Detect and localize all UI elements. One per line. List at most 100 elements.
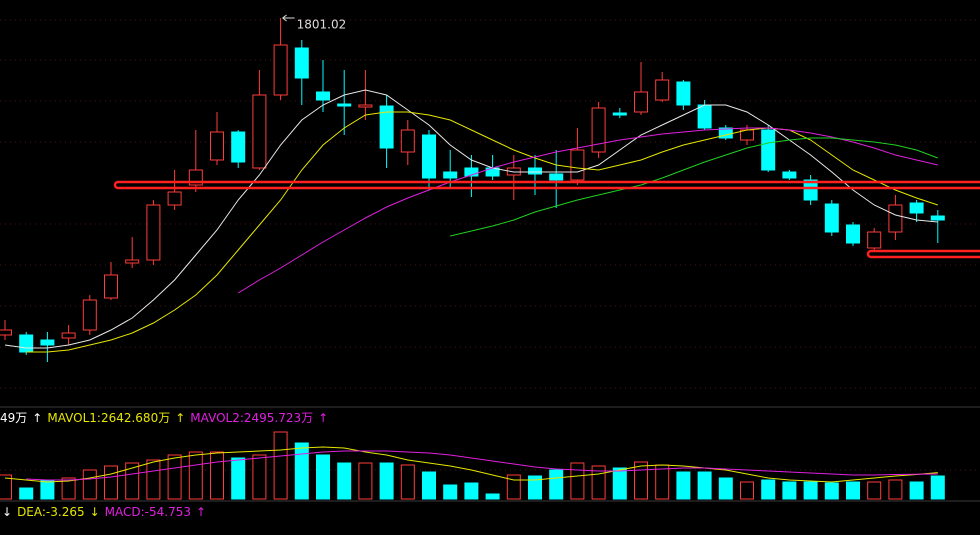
volume-bar [231,457,246,500]
candle-body [930,215,945,221]
candle-body [400,129,415,153]
legend-text: 49万 [0,411,27,425]
volume-bar [19,487,34,500]
candle-body [273,44,288,96]
volume-bar [104,465,118,500]
volume-bar [40,479,55,500]
candle-body [358,104,373,108]
volume-bar [803,481,818,500]
high-label: 1801.02 [297,17,347,31]
candle-body [888,204,903,233]
volume-bar [146,459,161,500]
volume-bar [740,481,754,500]
candle-body [0,329,12,336]
candle-body [761,129,776,171]
volume-bar [846,481,860,500]
volume-bar [125,462,140,500]
candle-body [252,94,267,169]
candle-body [909,202,924,214]
ma-line [4,446,938,483]
volume-bar [422,471,436,500]
volume-bar [909,481,924,500]
volume-bar [188,451,203,500]
volume-panel [0,431,945,500]
candle-body [337,103,352,107]
candle-body [146,204,161,261]
volume-bar [570,462,585,500]
legend-text: ↑ [318,411,328,425]
candle-body [379,105,394,149]
volume-bar [634,461,648,500]
volume-bar [528,475,542,500]
macd-legend: ↓ DEA:-3.265 ↓ MACD:-54.753 ↑ [2,505,206,519]
volume-bar [761,479,776,500]
ma-line [450,137,938,237]
candle-body [824,203,839,233]
candle-body [125,259,140,264]
candle-body [422,134,436,179]
volume-bar [294,442,309,500]
legend-text: DEA:-3.265 [17,505,85,519]
candle-body [570,149,585,181]
candle-body [231,131,246,163]
volume-bar [888,479,903,500]
candle-body [591,107,606,153]
candle-body [803,179,818,201]
ma-line [4,89,938,349]
grid [0,19,980,471]
high-arrow [282,14,295,22]
volume-bar [549,469,564,500]
volume-bar [273,431,288,500]
volume-bar [61,477,76,500]
volume-bar [697,471,712,500]
legend-text: ↑ [175,411,185,425]
legend-text: ↓ [2,505,12,519]
candle-body [549,173,564,181]
candle-body [676,81,691,106]
volume-bar [612,467,627,500]
volume-bar [443,484,458,500]
candle-body [104,274,118,299]
legend-text: ↑ [196,505,206,519]
volume-bar [252,454,267,500]
candle-body [167,191,182,206]
volume-bar [655,464,670,500]
volume-bar [316,454,330,500]
volume-bar [0,474,12,500]
candle-body [61,332,76,339]
volume-bar [358,462,373,500]
candle-body [697,104,712,129]
volume-bar [464,482,479,500]
legend-text: MACD:-54.753 [105,505,191,519]
price-panel: 1801.02 [0,14,945,362]
volume-bar [337,462,352,500]
candle-body [634,91,648,113]
volume-bar [782,481,797,500]
legend-text: MAVOL1:2642.680万 [47,411,170,425]
legend-text: MAVOL2:2495.723万 [190,411,313,425]
candle-body [612,112,627,116]
drawn-level-line [113,180,980,190]
volume-bar [930,475,945,500]
volume-bar [676,471,691,500]
volume-bar [379,462,394,500]
volume-bar [824,482,839,500]
volume-bar [485,493,500,500]
volume-bar [867,481,882,500]
candle-body [655,79,670,101]
drawn-level-line [866,249,980,259]
ma-line [26,450,938,481]
candle-body [443,171,458,179]
volume-bar [506,474,521,500]
volume-bar [718,477,733,500]
candle-body [867,231,882,249]
candle-body [316,91,330,101]
legend-text: ↑ [32,411,42,425]
candle-body [19,334,34,353]
legend-text: ↓ [90,505,100,519]
candle-body [846,224,860,244]
candle-body [294,47,309,79]
ma-line [237,127,938,294]
